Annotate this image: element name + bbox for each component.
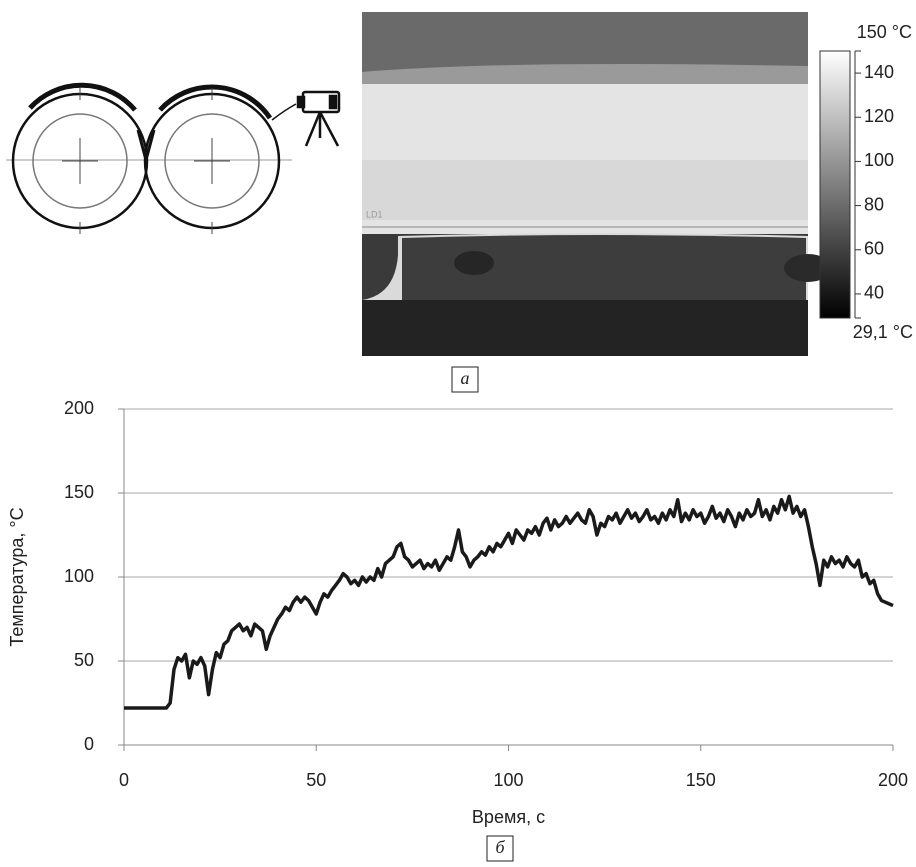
colorbar-tick-label: 40 (864, 283, 884, 303)
x-tick-label: 150 (686, 770, 716, 790)
colorbar (819, 50, 851, 319)
colorbar-tick-label: 60 (864, 239, 884, 259)
roller-diagram (6, 82, 297, 234)
thermal-image: LD1 (362, 12, 832, 356)
panel-label: б (495, 837, 505, 857)
panel-label-box (486, 835, 514, 862)
colorbar-ticks: 150 °C 140 120 100 80 60 40 29,1 °C (853, 22, 913, 342)
y-tick-label: 150 (64, 482, 94, 502)
panel-label: а (461, 368, 470, 388)
line-chart: 0 50 100 150 200 0 50 100 150 200 Время, с Температ… (7, 398, 908, 827)
y-tick-label: 0 (84, 734, 94, 754)
y-tick-label: 100 (64, 566, 94, 586)
colorbar-tick-label: 120 (864, 106, 894, 126)
y-tick-label: 50 (74, 650, 94, 670)
panel-label-box (451, 366, 479, 393)
camera-icon (296, 90, 341, 147)
x-tick-label: 100 (493, 770, 523, 790)
y-tick-label: 200 (64, 398, 94, 418)
line-label: LD1 (366, 209, 383, 219)
y-axis-label: Температура, °C (7, 507, 27, 646)
colorbar-tick-label: 100 (864, 150, 894, 170)
x-tick-label: 0 (119, 770, 129, 790)
colorbar-tick-label: 80 (864, 194, 884, 214)
colorbar-tick-label: 29,1 °C (853, 322, 913, 342)
data-line (124, 494, 894, 710)
x-tick-label: 200 (878, 770, 908, 790)
colorbar-tick-label: 140 (864, 62, 894, 82)
x-tick-label: 50 (306, 770, 326, 790)
colorbar-tick-label: 150 °C (857, 22, 912, 42)
x-axis-label: Время, с (472, 807, 545, 827)
